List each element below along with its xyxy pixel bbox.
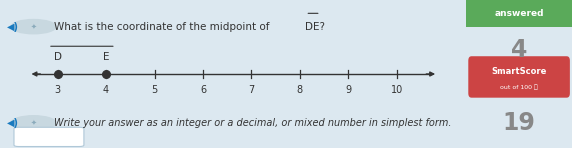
Text: Write your answer as an integer or a decimal, or mixed number in simplest form.: Write your answer as an integer or a dec… — [54, 118, 451, 128]
Text: 7: 7 — [248, 85, 255, 95]
Text: 5: 5 — [152, 85, 158, 95]
Text: SmartScore: SmartScore — [491, 67, 547, 75]
Text: E: E — [103, 52, 109, 62]
FancyBboxPatch shape — [466, 0, 572, 27]
Text: DE?: DE? — [305, 22, 325, 32]
Text: ✦: ✦ — [31, 24, 37, 30]
Text: ✦: ✦ — [31, 120, 37, 126]
Text: 6: 6 — [200, 85, 206, 95]
Text: 9: 9 — [345, 85, 351, 95]
Text: 4: 4 — [103, 85, 109, 95]
Text: answered: answered — [494, 9, 544, 18]
Text: D: D — [54, 52, 62, 62]
Text: ◀): ◀) — [7, 118, 19, 128]
Circle shape — [11, 116, 56, 130]
Text: 4: 4 — [511, 38, 527, 62]
FancyBboxPatch shape — [468, 56, 570, 98]
Text: 3: 3 — [54, 85, 61, 95]
Text: out of 100 ⓘ: out of 100 ⓘ — [500, 85, 538, 90]
FancyBboxPatch shape — [14, 127, 84, 147]
Text: ◀): ◀) — [7, 22, 19, 32]
Circle shape — [11, 20, 56, 34]
Text: 19: 19 — [503, 111, 535, 135]
Text: What is the coordinate of the midpoint of: What is the coordinate of the midpoint o… — [54, 22, 272, 32]
Text: 10: 10 — [391, 85, 403, 95]
Text: 8: 8 — [297, 85, 303, 95]
